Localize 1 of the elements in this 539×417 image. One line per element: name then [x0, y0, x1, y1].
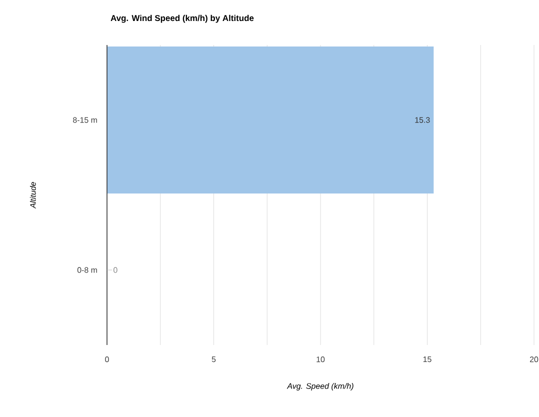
- chart-title: Avg. Wind Speed (km/h) by Altitude: [110, 14, 254, 23]
